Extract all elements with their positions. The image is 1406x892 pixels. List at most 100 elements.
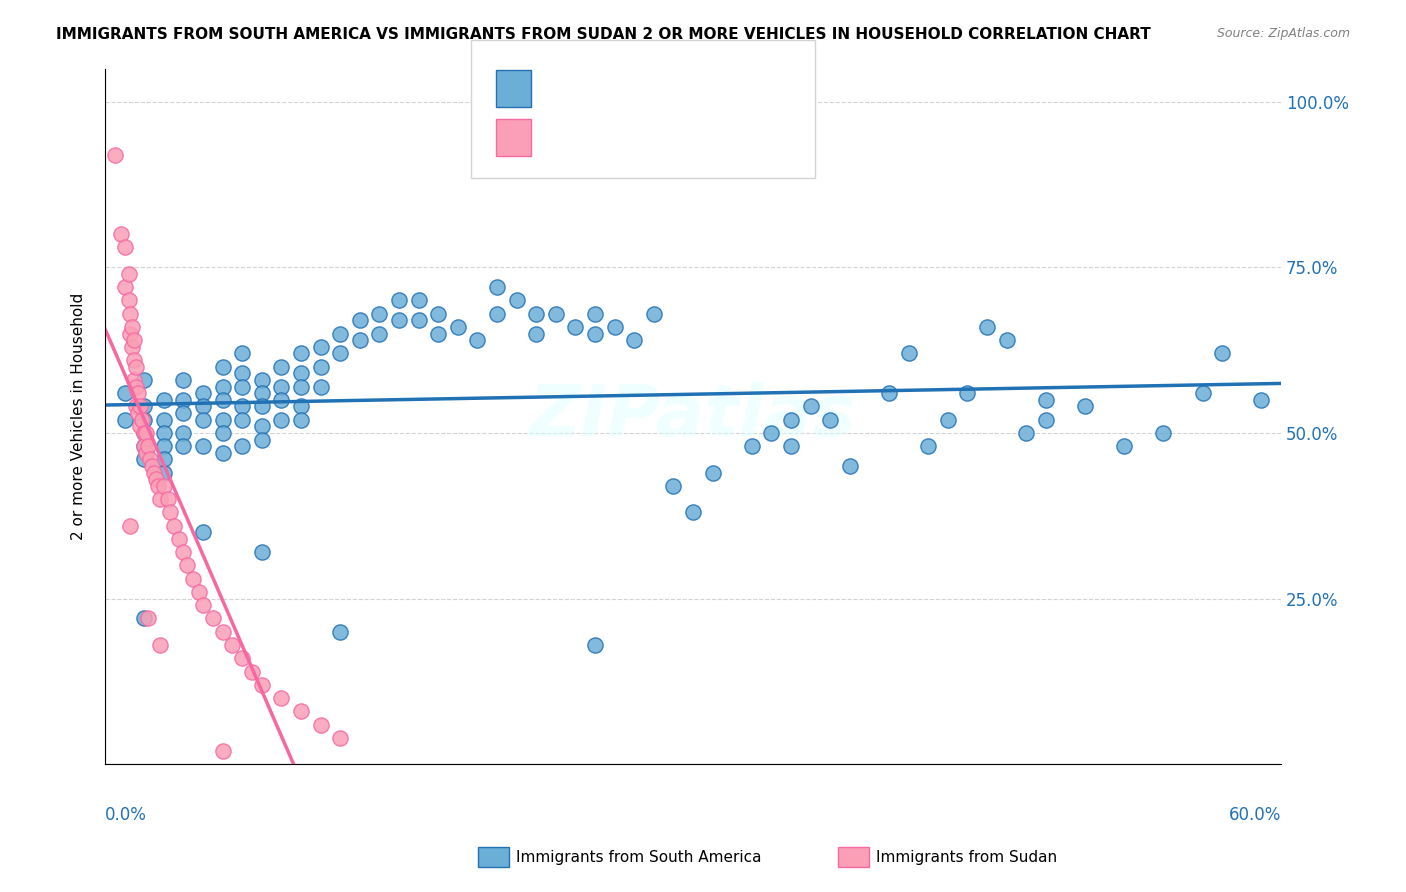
Point (290, 704, 312, 718)
Y-axis label: 2 or more Vehicles in Household: 2 or more Vehicles in Household (72, 293, 86, 540)
Point (121, 340, 143, 354)
Point (211, 446, 233, 460)
Point (141, 459, 163, 474)
Point (129, 419, 152, 434)
Point (221, 638, 243, 652)
Point (149, 492, 172, 507)
Point (1191, 386, 1213, 401)
Point (211, 379, 233, 393)
Point (388, 293, 411, 308)
Point (114, 240, 136, 254)
Point (505, 293, 527, 308)
Point (143, 466, 166, 480)
Point (309, 717, 332, 731)
Point (125, 359, 148, 374)
Point (250, 400, 273, 414)
Point (877, 386, 900, 401)
Point (447, 320, 470, 334)
Point (114, 413, 136, 427)
Point (800, 400, 823, 414)
Point (702, 466, 724, 480)
Text: R =: R = (541, 73, 578, 91)
Point (146, 479, 169, 493)
Point (250, 419, 273, 434)
Point (131, 413, 153, 427)
Point (152, 392, 174, 407)
Point (114, 280, 136, 294)
Point (329, 624, 352, 639)
Point (524, 326, 547, 341)
Point (270, 359, 292, 374)
Point (309, 379, 332, 393)
Point (125, 379, 148, 393)
Point (956, 386, 979, 401)
Point (134, 373, 156, 387)
Point (544, 307, 567, 321)
Point (127, 406, 149, 420)
Point (211, 392, 233, 407)
Point (250, 433, 273, 447)
Point (349, 333, 371, 347)
Point (368, 307, 391, 321)
Point (135, 425, 157, 440)
Point (134, 439, 156, 453)
Point (662, 479, 685, 493)
Point (134, 400, 156, 414)
Text: N =: N = (644, 73, 681, 91)
Point (201, 611, 224, 625)
Point (1114, 439, 1136, 453)
Point (349, 313, 371, 327)
Text: -0.419: -0.419 (574, 125, 633, 143)
Point (623, 333, 645, 347)
Point (250, 386, 273, 401)
Point (1250, 392, 1272, 407)
Point (524, 307, 547, 321)
Point (897, 346, 920, 360)
Point (211, 744, 233, 758)
Point (162, 518, 184, 533)
Point (583, 307, 606, 321)
Point (121, 320, 143, 334)
Point (270, 392, 292, 407)
Point (152, 439, 174, 453)
Point (152, 413, 174, 427)
Point (682, 506, 704, 520)
Text: IMMIGRANTS FROM SOUTH AMERICA VS IMMIGRANTS FROM SUDAN 2 OR MORE VEHICLES IN HOU: IMMIGRANTS FROM SOUTH AMERICA VS IMMIGRA… (56, 27, 1152, 42)
Point (159, 506, 181, 520)
Point (117, 267, 139, 281)
Point (124, 373, 146, 387)
Point (1211, 346, 1233, 360)
Point (250, 678, 273, 692)
Point (211, 624, 233, 639)
Point (211, 413, 233, 427)
Point (191, 439, 214, 453)
Point (290, 413, 312, 427)
Point (309, 359, 332, 374)
Point (134, 611, 156, 625)
Point (139, 452, 162, 467)
Point (134, 425, 156, 440)
Point (134, 413, 156, 427)
Text: 56: 56 (676, 125, 704, 143)
Point (290, 346, 312, 360)
Point (172, 545, 194, 559)
Point (583, 326, 606, 341)
Point (104, 147, 127, 161)
Point (172, 439, 194, 453)
Point (564, 320, 586, 334)
Point (329, 731, 352, 745)
Point (485, 307, 508, 321)
Point (761, 425, 783, 440)
Point (172, 406, 194, 420)
Point (152, 479, 174, 493)
Point (995, 333, 1018, 347)
Point (134, 452, 156, 467)
Point (1015, 425, 1038, 440)
Point (135, 446, 157, 460)
Point (231, 651, 253, 665)
Text: -0.014: -0.014 (574, 73, 633, 91)
Point (191, 386, 214, 401)
Point (169, 532, 191, 546)
Point (231, 367, 253, 381)
Text: Source: ZipAtlas.com: Source: ZipAtlas.com (1216, 27, 1350, 40)
